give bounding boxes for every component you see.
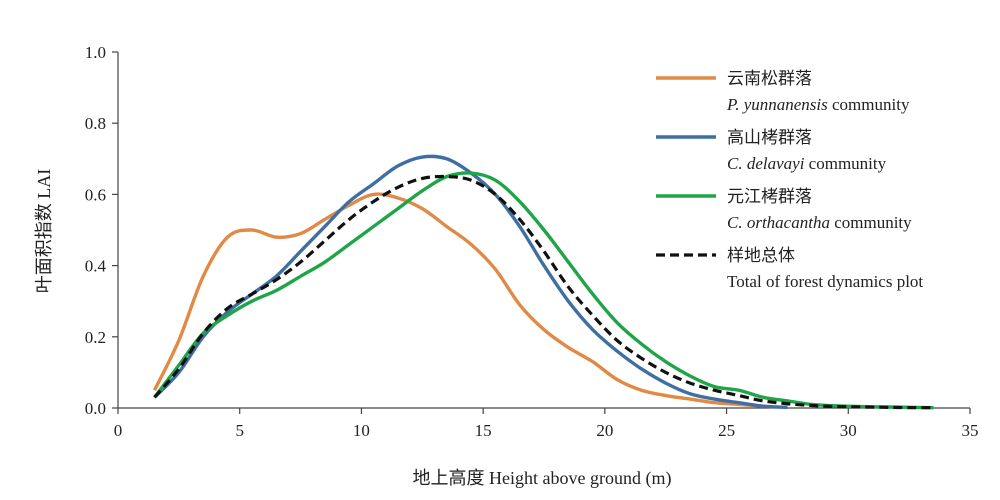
x-tick-label: 25 bbox=[718, 421, 735, 440]
x-tick-label: 35 bbox=[962, 421, 979, 440]
legend-label: 云南松群落 bbox=[727, 69, 812, 88]
y-ticks: 0.0 0.2 0.4 0.6 0.8 1.0 bbox=[85, 43, 118, 418]
x-tick-label: 0 bbox=[114, 421, 123, 440]
y-tick-label: 0.4 bbox=[85, 257, 107, 276]
legend-latin-name: C. delavayi bbox=[727, 154, 805, 173]
legend-sublabel: Total of forest dynamics plot bbox=[727, 272, 923, 291]
legend: 云南松群落 P. yunnanensis community 高山栲群落 C. del… bbox=[656, 69, 923, 291]
y-tick-label: 0.0 bbox=[85, 399, 106, 418]
series-line-2 bbox=[153, 171, 934, 410]
series-line-0 bbox=[152, 192, 764, 408]
legend-latin-name: C. orthacantha bbox=[727, 213, 830, 232]
legend-suffix: community bbox=[830, 213, 912, 232]
y-axis-title: 叶面积指数 LAI bbox=[34, 169, 54, 294]
y-tick-label: 1.0 bbox=[85, 43, 106, 62]
x-ticks: 0 5 10 15 20 25 30 35 bbox=[114, 408, 979, 440]
legend-sublabel: C. delavayi community bbox=[727, 154, 887, 173]
legend-label: 高山栲群落 bbox=[727, 128, 812, 147]
legend-sublabel: P. yunnanensis community bbox=[726, 95, 910, 114]
legend-latin-name: P. yunnanensis bbox=[726, 95, 828, 114]
legend-sublabel: C. orthacantha community bbox=[727, 213, 912, 232]
x-tick-label: 15 bbox=[475, 421, 492, 440]
y-tick-label: 0.8 bbox=[85, 114, 106, 133]
x-tick-label: 5 bbox=[235, 421, 244, 440]
legend-label: 样地总体 bbox=[727, 246, 795, 265]
x-tick-label: 10 bbox=[353, 421, 370, 440]
legend-suffix: community bbox=[828, 95, 910, 114]
y-tick-label: 0.6 bbox=[85, 185, 106, 204]
x-tick-label: 30 bbox=[840, 421, 857, 440]
legend-suffix: Total of forest dynamics plot bbox=[727, 272, 923, 291]
axes bbox=[117, 52, 970, 409]
x-tick-label: 20 bbox=[596, 421, 613, 440]
series-line-1 bbox=[153, 154, 788, 409]
legend-label: 元江栲群落 bbox=[727, 187, 812, 206]
series-layer bbox=[152, 154, 934, 410]
x-axis-title: 地上高度 Height above ground (m) bbox=[413, 468, 672, 489]
y-tick-label: 0.2 bbox=[85, 328, 106, 347]
legend-suffix: community bbox=[804, 154, 886, 173]
